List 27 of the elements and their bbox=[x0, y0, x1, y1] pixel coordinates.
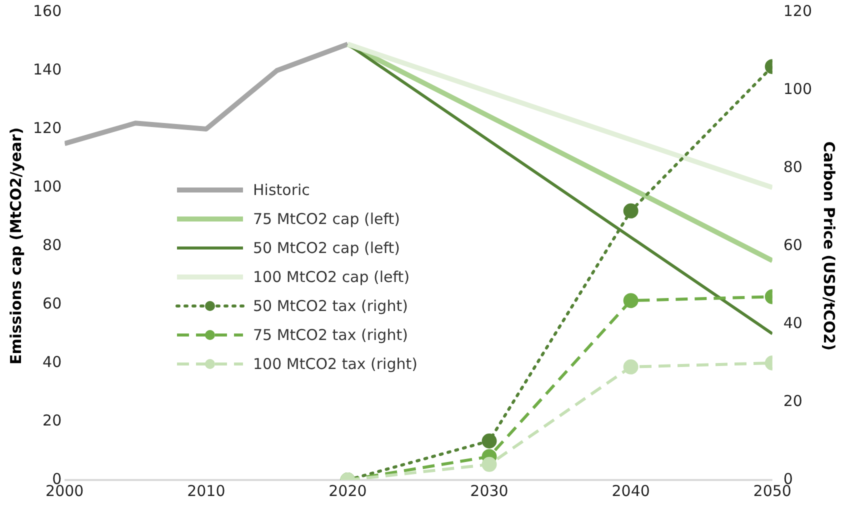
y-axis-title: Emissions cap (MtCO2/year) bbox=[6, 127, 25, 365]
y2-tick-label: 60 bbox=[783, 236, 802, 254]
y2-tick-label: 80 bbox=[783, 158, 802, 176]
y-tick-label: 140 bbox=[32, 60, 62, 78]
x-tick-label: 2010 bbox=[187, 482, 226, 500]
x-tick-label: 2040 bbox=[612, 482, 650, 500]
legend-label: 100 MtCO2 cap (left) bbox=[253, 268, 410, 286]
y-tick-label: 120 bbox=[32, 118, 62, 137]
y2-tick-label: 120 bbox=[783, 2, 812, 20]
y-tick-label: 80 bbox=[42, 236, 62, 254]
y2-axis-title: Carbon Price (USD/tCO2) bbox=[820, 141, 838, 351]
legend-label: 75 MtCO2 tax (right) bbox=[253, 326, 408, 344]
y-tick-label: 160 bbox=[32, 2, 62, 20]
x-tick-label: 2020 bbox=[328, 482, 367, 500]
y-tick-label: 60 bbox=[42, 294, 62, 312]
y-tick-label: 100 bbox=[32, 177, 62, 196]
legend-label: Historic bbox=[253, 180, 310, 198]
y2-tick-label: 20 bbox=[783, 392, 802, 410]
legend-label: 100 MtCO2 tax (right) bbox=[253, 354, 418, 372]
x-tick-label: 2030 bbox=[470, 482, 508, 500]
legend-label: 75 MtCO2 cap (left) bbox=[253, 210, 400, 228]
y2-tick-label: 100 bbox=[783, 80, 812, 98]
y2-tick-label: 40 bbox=[783, 314, 802, 332]
legend-label: 50 MtCO2 cap (left) bbox=[253, 238, 400, 256]
legend-label: 50 MtCO2 tax (right) bbox=[253, 296, 408, 314]
y-tick-label: 20 bbox=[42, 411, 62, 430]
y-tick-label: 40 bbox=[42, 352, 62, 371]
